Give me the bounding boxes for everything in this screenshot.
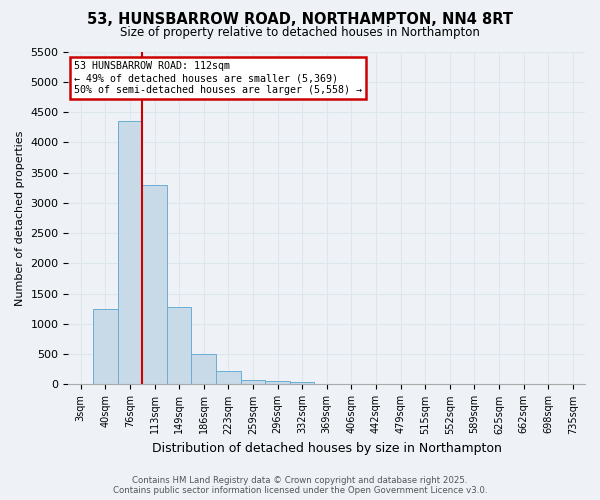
Bar — [142, 184, 167, 384]
Bar — [118, 121, 142, 384]
Y-axis label: Number of detached properties: Number of detached properties — [15, 130, 25, 306]
Bar — [167, 307, 191, 384]
Bar — [216, 371, 241, 384]
Text: 53 HUNSBARROW ROAD: 112sqm
← 49% of detached houses are smaller (5,369)
50% of s: 53 HUNSBARROW ROAD: 112sqm ← 49% of deta… — [74, 62, 362, 94]
Text: 53, HUNSBARROW ROAD, NORTHAMPTON, NN4 8RT: 53, HUNSBARROW ROAD, NORTHAMPTON, NN4 8R… — [87, 12, 513, 28]
Text: Size of property relative to detached houses in Northampton: Size of property relative to detached ho… — [120, 26, 480, 39]
Bar — [290, 382, 314, 384]
Bar — [265, 382, 290, 384]
Text: Contains HM Land Registry data © Crown copyright and database right 2025.
Contai: Contains HM Land Registry data © Crown c… — [113, 476, 487, 495]
Bar — [191, 354, 216, 384]
X-axis label: Distribution of detached houses by size in Northampton: Distribution of detached houses by size … — [152, 442, 502, 455]
Bar — [93, 309, 118, 384]
Bar — [241, 380, 265, 384]
